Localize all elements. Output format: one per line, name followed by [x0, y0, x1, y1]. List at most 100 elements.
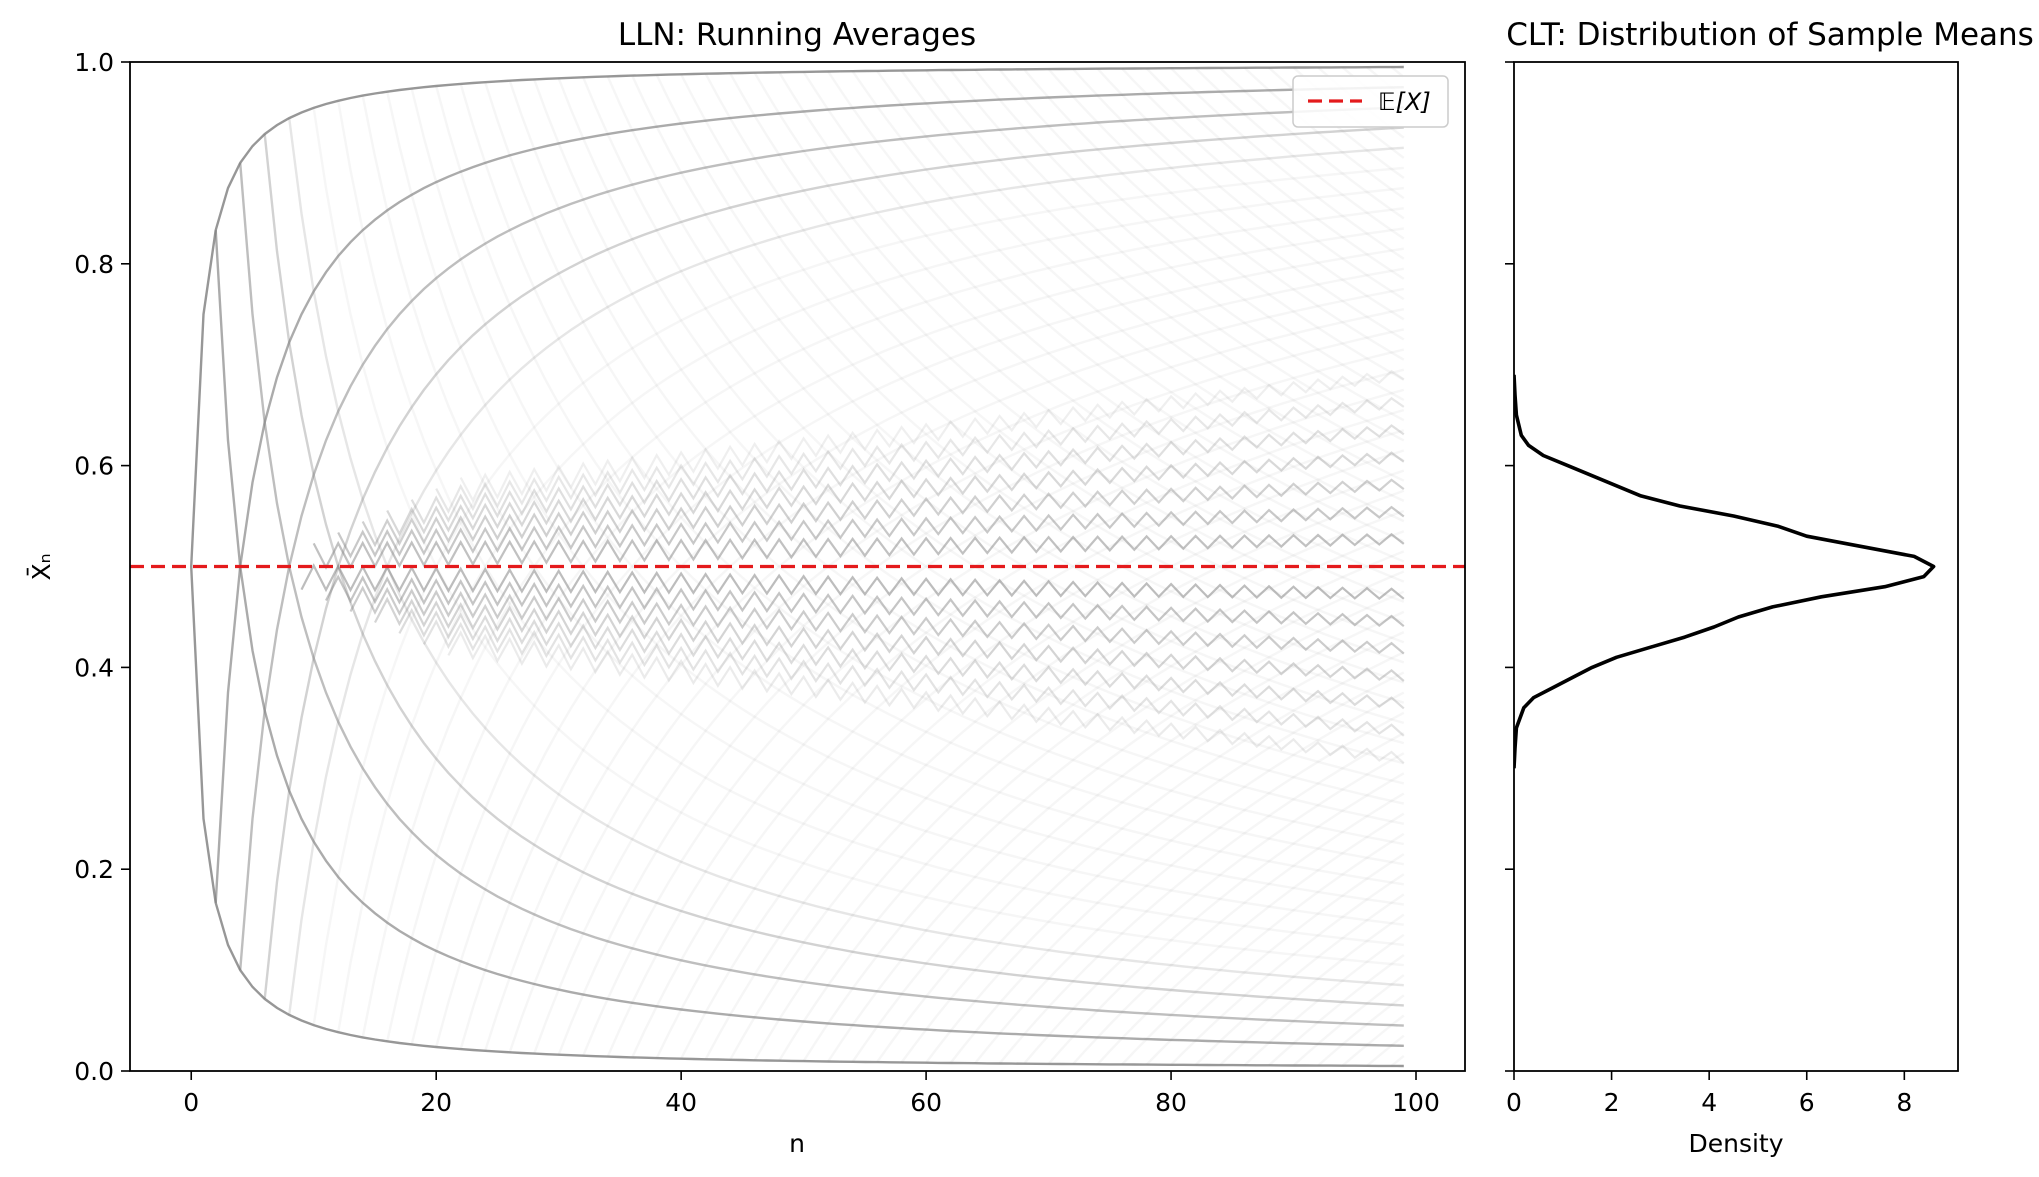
running-average-path	[410, 247, 1404, 1045]
running-average-path	[1341, 1014, 1405, 1067]
running-average-path	[778, 71, 1405, 583]
clt-y-ticks	[1505, 61, 1514, 1072]
running-average-path	[900, 651, 1405, 1064]
running-average-path	[288, 146, 1404, 1016]
running-average-path	[337, 100, 1404, 947]
running-average-path	[729, 72, 1405, 624]
running-average-path	[214, 86, 1404, 903]
running-average-path	[1292, 974, 1405, 1067]
running-average-path	[557, 77, 1405, 765]
running-average-path	[998, 68, 1405, 402]
running-average-path	[239, 106, 1404, 971]
running-average-path	[802, 570, 1405, 1062]
running-average-path	[974, 711, 1405, 1064]
lln-y-axis-label: X̄ₙ	[26, 553, 56, 580]
running-average-path	[949, 691, 1405, 1064]
x-tick-label: 8	[1896, 1088, 1912, 1117]
running-average-path	[1096, 67, 1405, 321]
running-average-path	[1268, 954, 1405, 1067]
lln-panel: LLN: Running Averages 0 20 40 60 80 100 0.00.…	[26, 17, 1466, 1158]
y-tick-label: 0.8	[74, 250, 114, 279]
x-tick-label: 0	[1506, 1088, 1522, 1117]
running-average-path	[606, 75, 1405, 725]
running-average-path	[851, 70, 1405, 523]
running-average-path	[753, 72, 1405, 603]
running-average-path	[827, 70, 1405, 543]
running-average-path	[1243, 66, 1405, 200]
running-average-path	[655, 74, 1405, 684]
density-curve	[1514, 374, 1936, 769]
running-average-path	[753, 530, 1405, 1061]
running-average-path	[459, 287, 1405, 1050]
running-average-path	[1194, 67, 1405, 240]
running-average-path	[374, 596, 1405, 682]
x-tick-label: 0	[183, 1088, 199, 1117]
running-average-path	[386, 451, 1405, 537]
running-average-path	[680, 469, 1405, 1060]
running-average-path	[631, 429, 1405, 1058]
lln-y-ticks: 0.0 0.2 0.4 0.6 0.8 1.0	[74, 48, 130, 1086]
running-average-path	[729, 509, 1405, 1061]
running-average-path	[533, 78, 1405, 785]
running-average-path	[337, 505, 1405, 559]
running-average-path	[557, 368, 1405, 1056]
running-average-path	[974, 69, 1405, 422]
lln-trajectories	[190, 65, 1405, 1068]
legend-label: 𝔼[X]	[1378, 88, 1431, 116]
running-average-path	[851, 610, 1405, 1063]
y-tick-label: 0.2	[74, 855, 114, 884]
running-average-path	[1072, 68, 1405, 341]
running-average-path	[582, 388, 1405, 1057]
running-average-path	[1219, 913, 1405, 1066]
running-average-path	[263, 126, 1404, 1000]
running-average-path	[288, 117, 1404, 987]
running-average-path	[484, 308, 1405, 1052]
legend-box	[1292, 75, 1449, 128]
clt-axes-frame	[1513, 61, 1959, 1072]
running-average-path	[312, 532, 1405, 570]
y-tick-label: 0.6	[74, 452, 114, 481]
running-average-path	[361, 95, 1404, 926]
running-average-path	[386, 227, 1404, 1042]
running-average-path	[925, 69, 1405, 462]
running-average-path	[802, 71, 1405, 563]
running-average-path	[484, 81, 1405, 825]
running-average-path	[508, 80, 1405, 805]
running-average-path	[876, 70, 1405, 502]
running-average-path	[1047, 772, 1405, 1065]
legend: 𝔼[X]	[1292, 75, 1449, 128]
running-average-path	[349, 585, 1405, 655]
clt-chart-title: CLT: Distribution of Sample Means	[1506, 17, 2034, 53]
running-average-path	[704, 73, 1405, 644]
running-average-path	[900, 69, 1405, 482]
clt-x-axis-label: Density	[1688, 1129, 1783, 1158]
running-average-path	[325, 574, 1405, 628]
running-average-path	[459, 369, 1405, 503]
running-average-path	[398, 607, 1405, 710]
running-average-path	[1170, 873, 1405, 1066]
running-average-path	[704, 489, 1405, 1060]
running-average-path	[239, 162, 1404, 1027]
running-average-path	[1243, 933, 1405, 1067]
running-average-path	[827, 590, 1405, 1063]
running-average-path	[1023, 68, 1405, 381]
running-average-path	[361, 478, 1405, 548]
running-average-path	[1072, 792, 1405, 1065]
clt-x-ticks: 0 2 4 6 8	[1506, 1071, 1912, 1117]
running-average-path	[1096, 812, 1405, 1066]
running-average-path	[190, 566, 1404, 1068]
running-average-path	[778, 550, 1405, 1062]
running-average-path	[680, 73, 1405, 664]
running-average-path	[459, 83, 1405, 846]
running-average-path	[422, 619, 1405, 737]
running-average-path	[312, 166, 1404, 1026]
running-average-path	[1366, 1034, 1405, 1067]
running-average-path	[410, 88, 1404, 886]
running-average-path	[1023, 752, 1405, 1065]
x-tick-label: 60	[910, 1088, 942, 1117]
running-average-path	[655, 449, 1405, 1059]
running-average-path	[998, 731, 1405, 1065]
running-average-path	[263, 133, 1404, 1007]
